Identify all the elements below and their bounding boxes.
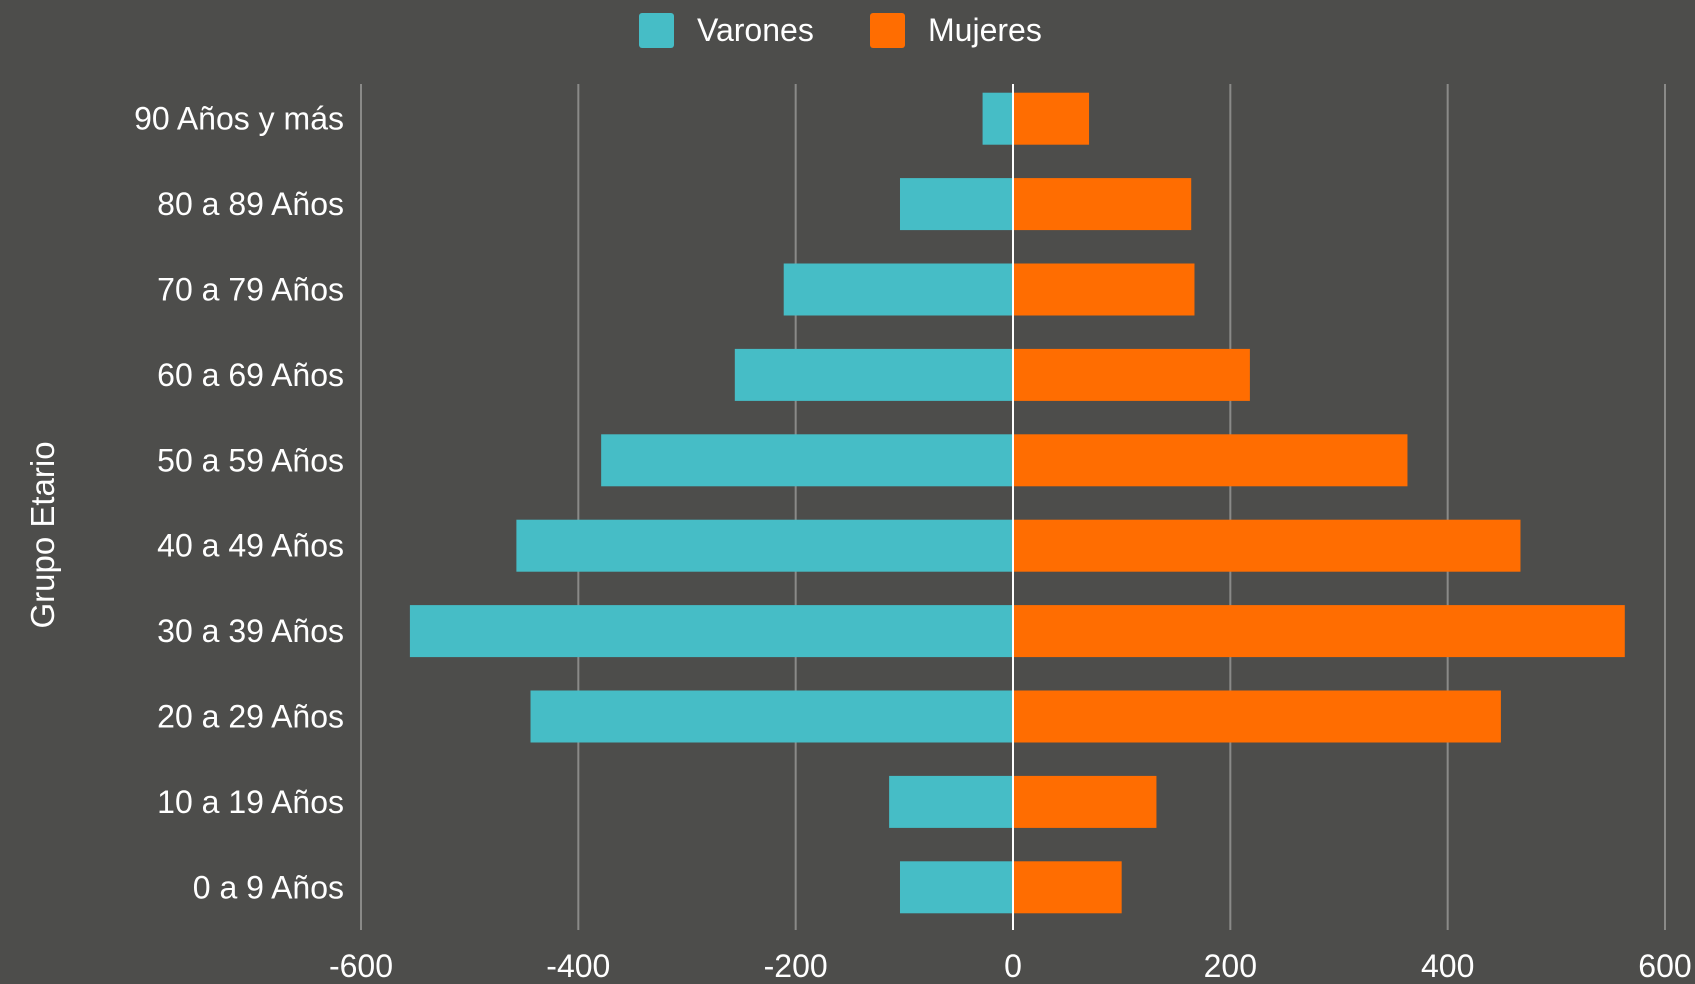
bar-varones <box>784 264 1013 316</box>
legend-label-mujeres: Mujeres <box>928 12 1042 48</box>
bar-varones <box>516 520 1013 572</box>
bar-varones <box>983 93 1013 145</box>
bars <box>410 93 1625 914</box>
x-tick-label: -200 <box>764 948 828 984</box>
x-tick-labels: -600 -400 -200 0 200 400 600 <box>329 948 1692 984</box>
bar-varones <box>531 691 1013 743</box>
category-label: 70 a 79 Años <box>157 272 344 308</box>
bar-mujeres <box>1013 93 1089 145</box>
category-label: 40 a 49 Años <box>157 528 344 564</box>
x-tick-label: 600 <box>1638 948 1691 984</box>
x-tick-label: -400 <box>546 948 610 984</box>
bar-varones <box>889 776 1013 828</box>
category-label: 20 a 29 Años <box>157 699 344 735</box>
bar-mujeres <box>1013 178 1191 230</box>
legend-swatch-varones <box>639 13 674 48</box>
bar-mujeres <box>1013 691 1501 743</box>
category-label: 30 a 39 Años <box>157 613 344 649</box>
category-label: 90 Años y más <box>134 101 344 137</box>
y-axis-title: Grupo Etario <box>24 441 61 628</box>
bar-mujeres <box>1013 861 1122 913</box>
bar-varones <box>601 434 1013 486</box>
legend-label-varones: Varones <box>697 12 814 48</box>
x-tick-label: 200 <box>1204 948 1257 984</box>
legend-swatch-mujeres <box>870 13 905 48</box>
category-label: 60 a 69 Años <box>157 357 344 393</box>
legend: Varones Mujeres <box>639 12 1042 48</box>
bar-mujeres <box>1013 434 1407 486</box>
x-tick-label: 0 <box>1004 948 1022 984</box>
x-tick-label: -600 <box>329 948 393 984</box>
bar-mujeres <box>1013 776 1156 828</box>
category-label: 50 a 59 Años <box>157 442 344 478</box>
category-label: 10 a 19 Años <box>157 784 344 820</box>
bar-varones <box>410 605 1013 657</box>
x-tick-label: 400 <box>1421 948 1474 984</box>
bar-mujeres <box>1013 605 1625 657</box>
category-label: 80 a 89 Años <box>157 186 344 222</box>
bar-mujeres <box>1013 349 1250 401</box>
category-label: 0 a 9 Años <box>193 869 344 905</box>
category-labels: 90 Años y más 80 a 89 Años 70 a 79 Años 60 … <box>134 101 344 906</box>
bar-varones <box>900 861 1013 913</box>
bar-mujeres <box>1013 264 1194 316</box>
bar-mujeres <box>1013 520 1520 572</box>
bar-varones <box>735 349 1013 401</box>
bar-varones <box>900 178 1013 230</box>
